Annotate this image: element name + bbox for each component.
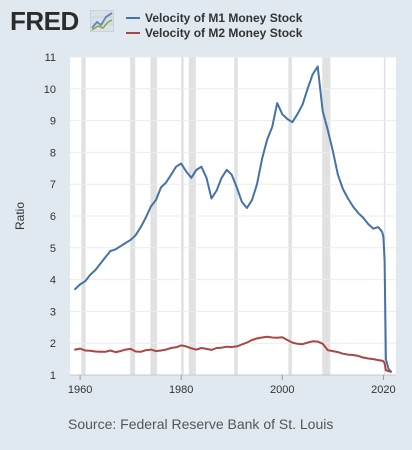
y-tick-label-6: 6 [50, 211, 56, 223]
y-tick-label-5: 5 [50, 243, 56, 255]
legend-item-m1: Velocity of M1 Money Stock [126, 10, 302, 25]
y-tick-label-1: 1 [50, 370, 56, 382]
y-tick-label-8: 8 [50, 147, 56, 159]
legend-label-m1: Velocity of M1 Money Stock [145, 10, 303, 25]
series-lines [74, 65, 392, 373]
x-tick-label-1980: 1980 [169, 384, 193, 396]
y-tick-label-11: 11 [45, 52, 56, 64]
axis-labels: 1 2 3 4 5 6 7 8 9 10 11 1960 1980 2000 2020 [44, 52, 396, 396]
chart-line-icon [90, 10, 114, 32]
series-line-m2 [74, 335, 392, 373]
y-tick-label-7: 7 [50, 179, 56, 191]
x-tick-label-2000: 2000 [270, 384, 294, 396]
y-tick-label-9: 9 [50, 116, 56, 128]
fred-logo: FRED [10, 6, 79, 36]
series-line-m1 [74, 65, 392, 373]
chart-legend: Velocity of M1 Money Stock Velocity of M… [126, 10, 302, 40]
y-tick-label-3: 3 [50, 306, 56, 318]
legend-label-m2: Velocity of M2 Money Stock [145, 25, 303, 40]
y-axis-label: Ratio [13, 202, 27, 230]
legend-item-m2: Velocity of M2 Money Stock [126, 25, 302, 40]
chart-header: FRED Velocity of M1 Money Stock Velocity… [0, 0, 412, 50]
x-tick-label-2020: 2020 [371, 384, 395, 396]
source-note: Source: Federal Reserve Bank of St. Loui… [68, 416, 334, 432]
y-tick-label-2: 2 [50, 338, 56, 350]
y-tick-label-4: 4 [50, 275, 56, 287]
legend-swatch-m2 [126, 31, 140, 34]
line-chart: 1 2 3 4 5 6 7 8 9 10 11 1960 1980 2000 2020 Ratio [13, 52, 396, 396]
legend-swatch-m1 [126, 16, 140, 19]
x-tick-label-1960: 1960 [68, 384, 92, 396]
y-tick-label-10: 10 [44, 84, 56, 96]
